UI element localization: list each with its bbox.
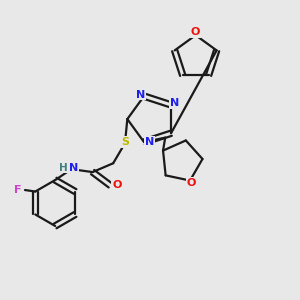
Text: O: O [112,180,122,190]
Text: O: O [187,178,196,188]
Text: N: N [69,163,78,173]
Text: N: N [136,90,145,100]
Text: N: N [145,137,154,147]
Text: S: S [121,137,129,147]
Text: O: O [191,27,200,37]
Text: N: N [170,98,179,108]
Text: F: F [14,185,21,195]
Text: H: H [59,163,68,173]
